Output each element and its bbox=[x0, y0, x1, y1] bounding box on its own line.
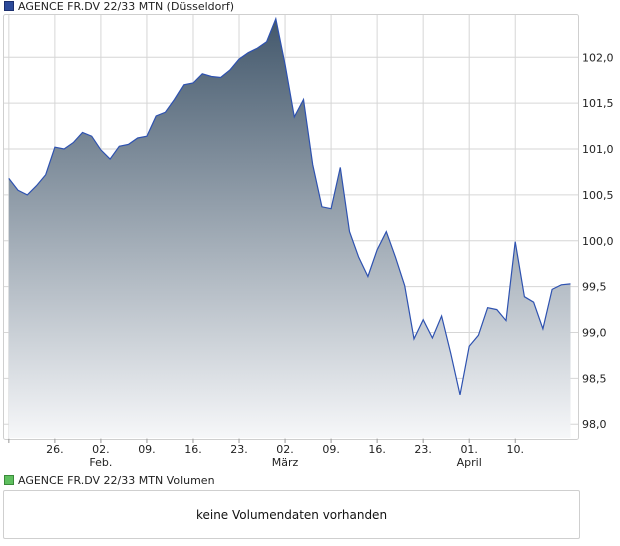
price-area bbox=[8, 18, 571, 439]
x-tick-label: 02. bbox=[276, 443, 294, 456]
y-tick-label: 100,0 bbox=[582, 235, 614, 248]
x-tick-label: 26. bbox=[46, 443, 64, 456]
y-tick-label: 99,5 bbox=[582, 281, 607, 294]
volume-panel: keine Volumendaten vorhanden bbox=[3, 490, 580, 539]
y-tick-label: 100,5 bbox=[582, 189, 614, 202]
price-chart: 102,0 101,5 101,0 100,5 100,0 99,5 99,0 98,5 98,… bbox=[3, 14, 614, 469]
x-month-label: Feb. bbox=[89, 456, 112, 469]
x-tick-label: 01. bbox=[460, 443, 478, 456]
x-month-label: März bbox=[272, 456, 299, 469]
y-tick-label: 101,5 bbox=[582, 97, 614, 110]
y-tick-label: 98,0 bbox=[582, 418, 607, 431]
y-axis: 102,0 101,5 101,0 100,5 100,0 99,5 99,0 98,5 98,… bbox=[582, 51, 614, 431]
volume-legend-swatch bbox=[4, 475, 14, 485]
x-tick-label: 23. bbox=[414, 443, 432, 456]
y-tick-label: 99,0 bbox=[582, 327, 607, 340]
price-legend-swatch bbox=[4, 1, 14, 11]
volume-empty-message: keine Volumendaten vorhanden bbox=[195, 507, 388, 522]
x-tick-label: 09. bbox=[322, 443, 340, 456]
x-tick-label: 16. bbox=[368, 443, 386, 456]
price-legend-label: AGENCE FR.DV 22/33 MTN (Düsseldorf) bbox=[18, 0, 235, 13]
volume-legend: AGENCE FR.DV 22/33 MTN Volumen bbox=[4, 474, 215, 488]
price-line bbox=[8, 16, 571, 396]
y-tick-label: 102,0 bbox=[582, 51, 614, 64]
x-tick-label: 09. bbox=[138, 443, 156, 456]
x-tick-label: 02. bbox=[92, 443, 110, 456]
x-month-label: April bbox=[457, 456, 482, 469]
y-tick-label: 101,0 bbox=[582, 143, 614, 156]
price-legend: AGENCE FR.DV 22/33 MTN (Düsseldorf) bbox=[4, 0, 234, 14]
x-tick-label: 16. bbox=[184, 443, 202, 456]
x-tick-label: 23. bbox=[230, 443, 248, 456]
y-tick-label: 98,5 bbox=[582, 372, 607, 385]
x-tick-label: 10. bbox=[506, 443, 524, 456]
volume-legend-label: AGENCE FR.DV 22/33 MTN Volumen bbox=[18, 474, 215, 487]
